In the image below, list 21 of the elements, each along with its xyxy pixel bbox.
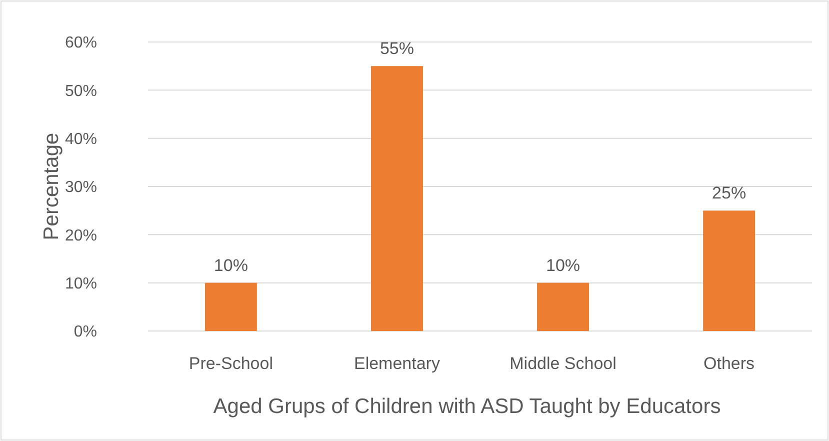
data-label: 55% (380, 39, 414, 58)
x-tick-label: Others (704, 354, 755, 373)
y-tick-label: 60% (64, 34, 97, 52)
bar (370, 66, 423, 331)
bar (537, 282, 590, 331)
y-tick-label: 40% (64, 130, 97, 148)
x-axis-title: Aged Grups of Children with ASD Taught by Educators (213, 395, 721, 418)
y-axis-title: Percentage (40, 132, 63, 240)
y-tick-label: 10% (64, 275, 97, 292)
bar (204, 282, 257, 331)
y-tick-label: 20% (64, 227, 97, 244)
y-tick-label: 50% (64, 82, 97, 100)
x-tick-label: Elementary (354, 354, 440, 373)
bar (703, 210, 756, 331)
y-tick-label: 30% (64, 179, 97, 196)
y-tick-label: 0% (74, 324, 97, 341)
x-tick-label: Middle School (510, 354, 616, 373)
data-label: 10% (214, 256, 248, 275)
x-tick-label: Pre-School (188, 354, 273, 373)
data-label: 10% (546, 256, 580, 275)
data-label: 25% (712, 184, 746, 203)
